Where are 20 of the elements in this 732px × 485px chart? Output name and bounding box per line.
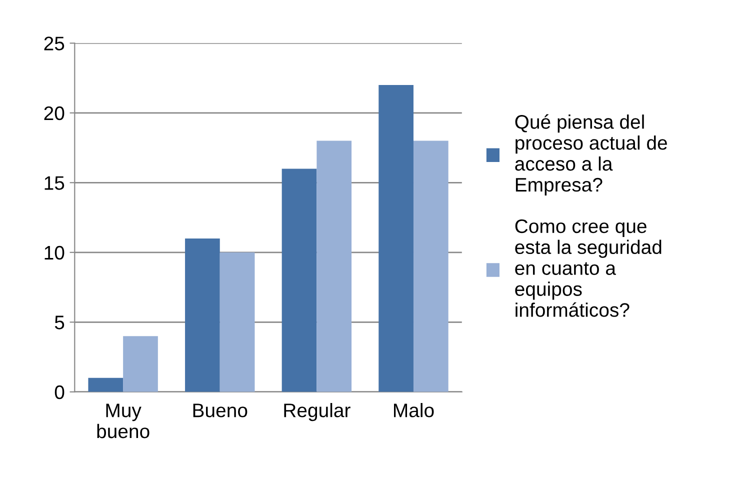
y-tick-label: 5 <box>54 316 64 330</box>
y-tick-label: 15 <box>44 176 64 190</box>
bar <box>185 238 220 392</box>
bar <box>220 252 255 392</box>
y-tick-label: 20 <box>44 106 64 120</box>
y-tick-label: 10 <box>44 246 64 260</box>
y-tick-label: 25 <box>44 36 64 50</box>
bar <box>88 378 124 392</box>
bar <box>316 140 352 392</box>
x-tick-label: Regular <box>284 402 350 422</box>
bar <box>282 168 317 392</box>
x-tick-label: Malo <box>394 402 434 418</box>
x-tick-label: Bueno <box>193 404 248 418</box>
legend-label: Como cree que esta la seguridad en cuanto a equipos informáticos? <box>515 219 662 317</box>
x-tick-label: Muy bueno <box>97 404 150 438</box>
bar <box>413 140 448 392</box>
legend-label: Qué piensa del proceso actual de acceso a la Empresa? <box>515 114 667 196</box>
y-tick-label: 0 <box>54 385 64 400</box>
bar <box>378 85 414 392</box>
bar <box>123 336 158 392</box>
